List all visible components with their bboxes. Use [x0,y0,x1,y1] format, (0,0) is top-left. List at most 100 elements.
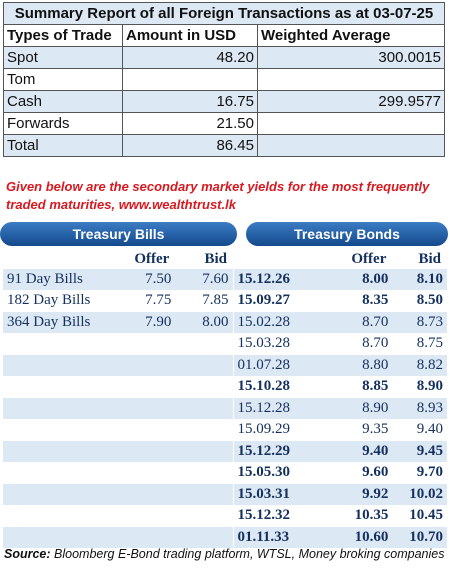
cell: Spot [3,46,123,69]
bill-offer [111,483,176,506]
bill-tenor [3,376,112,398]
bond-bid: 10.02 [392,483,447,506]
bond-offer: 8.00 [328,269,393,291]
bond-bid: 8.50 [392,290,447,312]
bond-offer: 8.35 [328,290,393,312]
row: 364 Day Bills 7.90 8.00 15.02.28 8.70 8.73 [3,311,447,334]
bond-bid: 10.70 [392,526,447,549]
bond-maturity: 01.11.33 [233,526,329,549]
bill-bid [175,526,234,549]
bill-tenor [3,526,112,549]
source-label: Source: [4,547,51,561]
row: 15.10.28 8.85 8.90 [3,376,447,398]
blank [3,249,111,269]
bond-bid: 8.10 [392,269,447,291]
bond-maturity: 01.07.28 [233,354,329,377]
bill-offer [111,526,176,549]
bill-offer [111,419,176,441]
row: 01.07.28 8.80 8.82 [3,354,447,377]
bill-tenor: 182 Day Bills [3,290,112,312]
header-row: Types of Trade Amount in USD Weighted Aver… [3,24,445,47]
row: 182 Day Bills 7.75 7.85 15.09.27 8.35 8.50 [3,290,447,312]
bills-title: Treasury Bills [0,222,237,246]
bond-offer: 9.92 [328,483,393,506]
row: 15.12.28 8.90 8.93 [3,397,447,420]
bond-bid: 9.45 [392,440,447,463]
note: Given below are the secondary market yie… [6,178,429,214]
bond-bid: 8.93 [392,397,447,420]
bill-tenor: 91 Day Bills [3,269,112,291]
row: 15.09.29 9.35 9.40 [3,419,447,441]
bill-offer [111,333,176,355]
bond-maturity: 15.05.30 [233,462,329,484]
bill-offer: 7.75 [111,290,176,312]
row: 15.05.30 9.60 9.70 [3,462,447,484]
cell [257,68,445,91]
bill-tenor [3,440,112,463]
cell: 86.45 [122,134,258,157]
row: Tom [3,68,445,91]
bond-maturity: 15.12.32 [233,505,329,527]
bill-tenor [3,419,112,441]
row: Spot 48.20 300.0015 [3,46,445,69]
bond-offer: 10.35 [328,505,393,527]
bond-bid: 9.40 [392,419,447,441]
row: 15.12.32 10.35 10.45 [3,505,447,527]
column-header: Amount in USD [122,24,258,47]
yields-table: Offer Bid Offer Bid 91 Day Bills 7.50 7.60 15.1… [3,249,447,549]
bond-maturity: 15.03.31 [233,483,329,506]
bill-offer: 7.90 [111,311,176,334]
bill-bid [175,397,234,420]
bill-bid [175,505,234,527]
bill-bid [175,462,234,484]
bond-maturity: 15.09.29 [233,419,329,441]
bond-bid: 8.75 [392,333,447,355]
bond-maturity: 15.09.27 [233,290,329,312]
bill-bid [175,440,234,463]
bond-maturity: 15.12.26 [233,269,329,291]
bond-offer: 10.60 [328,526,393,549]
bill-bid [175,376,234,398]
bond-offer: 8.80 [328,354,393,377]
note-line: Given below are the secondary market yie… [6,179,430,194]
bond-maturity: 15.03.28 [233,333,329,355]
column-header: Offer [351,250,387,267]
bill-tenor [3,505,112,527]
row: Forwards 21.50 [3,112,445,135]
bill-offer [111,505,176,527]
bill-bid: 7.60 [175,269,234,291]
bill-offer [111,376,176,398]
table-title: Summary Report of all Foreign Transactio… [3,2,445,25]
bill-offer [111,440,176,463]
bill-offer [111,397,176,420]
column-header: Offer [134,250,170,267]
source: Source: Bloomberg E-Bond trading platfor… [4,547,445,561]
row: Total 86.45 [3,134,445,157]
blank [233,249,329,269]
bond-maturity: 15.12.29 [233,440,329,463]
bill-bid [175,483,234,506]
row: Cash 16.75 299.9577 [3,90,445,113]
bill-tenor: 364 Day Bills [3,311,112,334]
cell: 21.50 [122,112,258,135]
bond-offer: 9.35 [328,419,393,441]
bill-offer: 7.50 [111,269,176,291]
bill-bid [175,354,234,377]
cell: 16.75 [122,90,258,113]
bill-tenor [3,333,112,355]
bond-offer: 9.60 [328,462,393,484]
bond-maturity: 15.10.28 [233,376,329,398]
cell: 300.0015 [257,46,445,69]
bond-bid: 9.70 [392,462,447,484]
bond-maturity: 15.12.28 [233,397,329,420]
header-row: Offer Bid Offer Bid [3,249,447,269]
column-header: Types of Trade [3,24,123,47]
cell [257,112,445,135]
bond-bid: 8.82 [392,354,447,377]
bill-tenor [3,483,112,506]
bond-offer: 8.85 [328,376,393,398]
bill-tenor [3,354,112,377]
title-row: Summary Report of all Foreign Transactio… [3,2,445,25]
column-header: Bid [204,250,227,267]
